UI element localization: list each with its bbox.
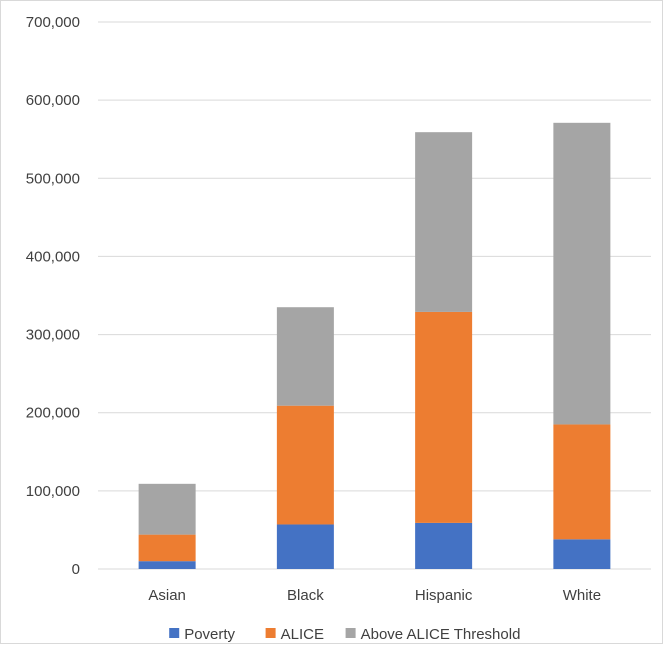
bar-segment: [138, 534, 196, 562]
y-tick-label: 300,000: [26, 327, 80, 344]
x-category-label: Hispanic: [415, 587, 473, 604]
x-axis-category-labels: Asian Black Hispanic White: [148, 587, 601, 604]
bar-segment: [553, 539, 611, 569]
y-tick-label: 400,000: [26, 248, 80, 265]
legend-label: ALICE: [281, 626, 324, 643]
bar-segment: [415, 132, 473, 312]
y-tick-label: 600,000: [26, 92, 80, 109]
bar-segment: [276, 524, 334, 569]
y-tick-label: 700,000: [26, 14, 80, 31]
legend-label: Above ALICE Threshold: [361, 626, 521, 643]
bar-segment: [276, 307, 334, 406]
x-category-label: White: [563, 587, 601, 604]
bar-segment: [138, 483, 196, 535]
x-category-label: Black: [287, 587, 324, 604]
bar-segment: [276, 405, 334, 525]
bar-segment: [415, 522, 473, 569]
y-tick-label: 0: [72, 561, 80, 578]
bar-segment: [415, 311, 473, 523]
y-tick-label: 100,000: [26, 483, 80, 500]
legend: Poverty ALICE Above ALICE Threshold: [169, 626, 520, 643]
y-tick-label: 200,000: [26, 405, 80, 422]
bars: [138, 122, 611, 569]
y-axis-tick-labels: 0 100,000 200,000 300,000 400,000 500,000 600,…: [26, 14, 80, 578]
bar-segment: [553, 122, 611, 425]
y-tick-label: 500,000: [26, 170, 80, 187]
legend-label: Poverty: [184, 626, 235, 643]
legend-swatch: [345, 628, 356, 638]
legend-swatch: [265, 628, 276, 638]
x-category-label: Asian: [148, 587, 186, 604]
legend-swatch: [169, 628, 180, 638]
bar-segment: [138, 561, 196, 569]
bar-segment: [553, 424, 611, 540]
